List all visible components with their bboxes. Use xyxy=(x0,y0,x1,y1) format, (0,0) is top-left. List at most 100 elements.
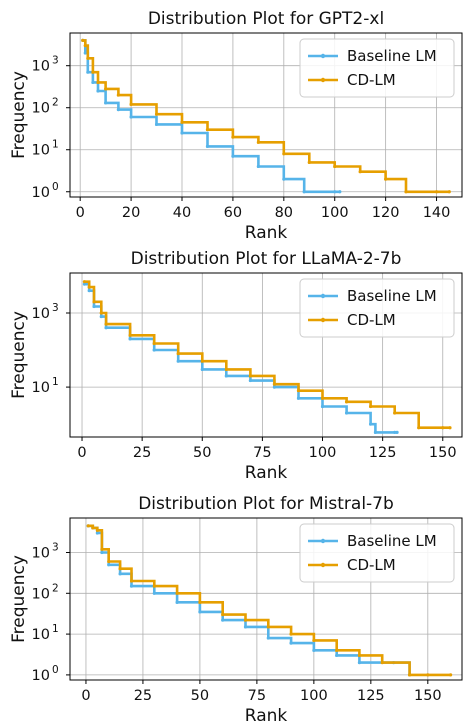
series-line-cdlm xyxy=(88,524,451,677)
y-tick-label: 10 xyxy=(32,143,50,159)
x-tick-label: 75 xyxy=(253,445,271,461)
y-tick-exponent: 3 xyxy=(52,55,59,67)
data-point xyxy=(417,426,421,430)
data-point xyxy=(198,610,202,614)
y-tick-base: 10 xyxy=(32,380,50,396)
data-point xyxy=(380,661,384,665)
data-point xyxy=(282,152,286,156)
legend-marker xyxy=(320,317,326,323)
data-point xyxy=(335,653,339,658)
data-point xyxy=(152,341,156,346)
plot-frame xyxy=(69,272,463,438)
data-point xyxy=(404,190,408,194)
data-point xyxy=(180,120,184,124)
data-point xyxy=(129,102,133,106)
data-point xyxy=(198,600,202,604)
data-point xyxy=(448,426,452,430)
data-point xyxy=(107,559,111,564)
data-point xyxy=(312,648,316,652)
data-point xyxy=(224,374,228,378)
legend: Baseline LM CD-LM xyxy=(299,278,455,338)
legend-marker xyxy=(320,538,326,544)
data-point xyxy=(129,584,134,588)
legend-label: CD-LM xyxy=(347,556,396,574)
y-axis-label: Frequency xyxy=(9,71,29,159)
data-point xyxy=(99,314,103,319)
data-point xyxy=(335,648,339,652)
data-point xyxy=(152,348,156,352)
data-point xyxy=(92,304,96,309)
data-point xyxy=(83,44,87,48)
data-point xyxy=(307,160,311,164)
y-tick-exponent: 1 xyxy=(52,376,59,388)
data-point xyxy=(128,333,132,337)
data-point xyxy=(200,359,204,363)
data-point xyxy=(224,367,228,372)
data-point xyxy=(256,164,260,169)
data-point xyxy=(129,579,134,583)
data-point xyxy=(87,285,91,289)
data-point xyxy=(152,584,156,588)
data-point xyxy=(320,396,325,400)
data-point xyxy=(82,280,87,284)
data-point xyxy=(296,389,301,393)
data-point xyxy=(221,613,225,617)
legend-label: CD-LM xyxy=(347,71,396,89)
data-point xyxy=(99,311,103,315)
legend-marker xyxy=(320,77,326,83)
legend: Baseline LM CD-LM xyxy=(299,523,455,583)
legend-label: Baseline LM xyxy=(347,47,437,65)
data-point xyxy=(95,528,99,532)
x-tick-label: 150 xyxy=(414,688,442,704)
data-point xyxy=(118,567,122,571)
data-point xyxy=(231,154,235,158)
data-point xyxy=(312,638,316,643)
data-point xyxy=(118,572,122,576)
legend-box xyxy=(299,523,455,583)
y-tick-exponent: 1 xyxy=(52,139,59,151)
chart-title: Distribution Plot for LLaMA-2-7b xyxy=(131,249,402,269)
data-point xyxy=(104,101,108,105)
data-point xyxy=(129,115,133,119)
data-point xyxy=(154,122,159,127)
data-point xyxy=(296,396,301,400)
y-tick-exponent: 0 xyxy=(52,664,59,676)
x-tick-label: 50 xyxy=(191,688,209,704)
data-point xyxy=(205,128,210,132)
legend-box xyxy=(299,278,455,338)
x-tick-label: 80 xyxy=(275,205,293,221)
data-point xyxy=(116,93,120,97)
y-tick-base: 10 xyxy=(32,101,50,117)
data-point xyxy=(87,289,91,293)
data-point xyxy=(282,177,286,181)
data-point xyxy=(344,411,349,415)
chart-title: Distribution Plot for Mistral-7b xyxy=(138,494,394,514)
data-point xyxy=(82,282,87,286)
data-point xyxy=(272,385,277,389)
legend-marker xyxy=(320,562,326,568)
data-point xyxy=(289,632,293,636)
data-point xyxy=(357,661,362,665)
x-tick-label: 100 xyxy=(309,445,337,461)
y-tick-label: 10 xyxy=(32,380,50,396)
data-point xyxy=(200,367,204,372)
x-tick-label: 150 xyxy=(429,445,457,461)
y-tick-label: 10 xyxy=(32,586,50,602)
legend-label: Baseline LM xyxy=(347,287,437,305)
y-tick-exponent: 1 xyxy=(52,623,59,635)
x-tick-label: 25 xyxy=(134,688,152,704)
x-tick-label: 20 xyxy=(122,205,140,221)
y-tick-base: 10 xyxy=(32,306,50,322)
data-point xyxy=(248,378,252,383)
x-tick-label: 40 xyxy=(173,205,191,221)
data-point xyxy=(289,641,293,645)
data-point xyxy=(92,300,96,304)
data-point xyxy=(152,591,156,595)
legend-marker xyxy=(320,293,326,299)
data-point xyxy=(344,400,349,404)
x-tick-label: 75 xyxy=(248,688,266,704)
x-tick-label: 50 xyxy=(193,445,211,461)
legend: Baseline LM CD-LM xyxy=(299,38,455,98)
data-point xyxy=(243,625,248,629)
